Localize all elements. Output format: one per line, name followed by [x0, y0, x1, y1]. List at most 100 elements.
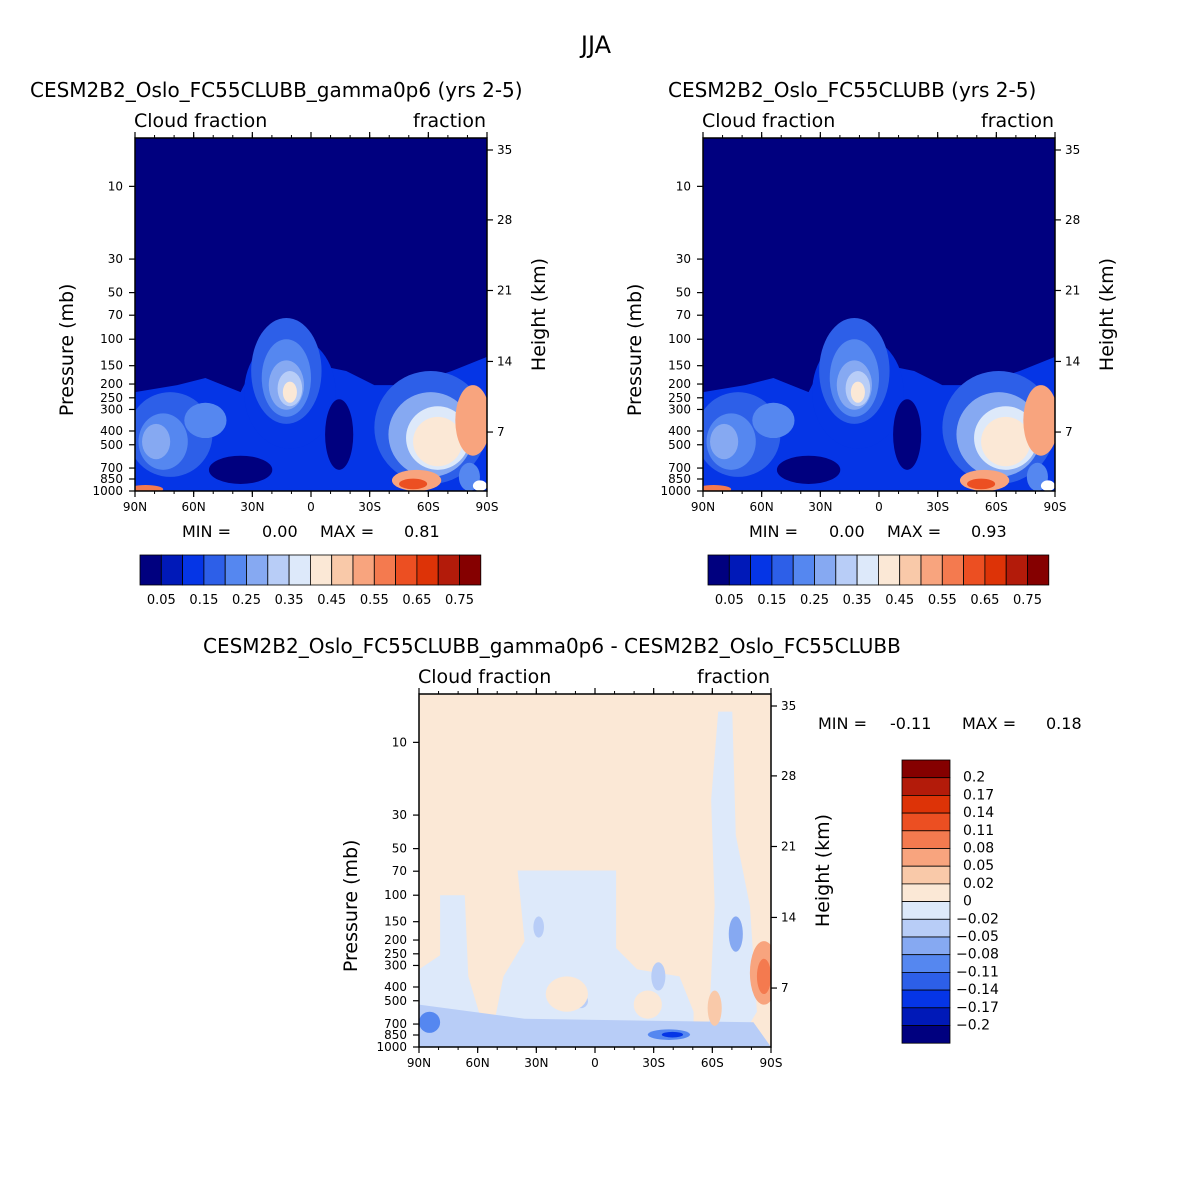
panel2-right-corner: fraction	[981, 110, 1054, 132]
colorbar-swatch	[1005, 554, 1028, 586]
colorbar-swatch	[901, 1025, 951, 1044]
colorbar-swatch	[899, 554, 922, 586]
colorbar-label: −0.02	[956, 911, 999, 927]
panel1-y2tick-label: 7	[497, 425, 505, 439]
colorbar-swatch	[792, 554, 815, 586]
panel3-ytick-label: 1000	[376, 1040, 407, 1054]
colorbar-label: 0.08	[963, 841, 994, 857]
colorbar-swatch	[901, 989, 951, 1009]
colorbar-swatch	[901, 936, 951, 956]
colorbar-swatch	[901, 972, 951, 991]
colorbar-label: 0.05	[715, 593, 744, 608]
panel3-xtick-label: 60N	[466, 1056, 490, 1070]
colorbar-swatch	[901, 812, 951, 832]
colorbar-label: 0.17	[963, 787, 994, 803]
panel1-xtick-label: 90S	[476, 500, 499, 514]
colorbar-swatch	[901, 865, 951, 885]
colorbar-label: 0.55	[360, 593, 389, 608]
panel1-left-corner: Cloud fraction	[134, 110, 268, 132]
panel2-xtick-label: 60N	[750, 500, 774, 514]
panel3-ytick-label: 700	[384, 1017, 407, 1031]
panel3-ytick-label: 10	[392, 735, 407, 749]
panel2-ytick-label: 70	[676, 308, 691, 322]
colorbar-swatch	[395, 554, 418, 586]
colorbar-label: 0.15	[757, 593, 786, 608]
colorbar-label: 0.02	[963, 876, 994, 892]
colorbar-label: −0.08	[956, 947, 999, 963]
panel3-ytick-label: 50	[392, 842, 407, 856]
colorbar-swatch	[901, 795, 951, 814]
panel3-y2tick-label: 35	[781, 699, 796, 713]
panel3-xtick-label: 60S	[701, 1056, 724, 1070]
colorbar-label: 0.11	[963, 823, 994, 839]
colorbar-swatch	[203, 554, 226, 586]
colorbar-label: −0.11	[956, 964, 999, 980]
panel1-title: CESM2B2_Oslo_FC55CLUBB_gamma0p6 (yrs 2-5…	[30, 78, 523, 102]
colorbar-swatch	[878, 554, 901, 586]
colorbar-label: 0.25	[800, 593, 829, 608]
panel1-axes: 90N 60N 30N 0 30S 60S 90S103050701001502002503…	[56, 132, 550, 514]
colorbar-swatch	[901, 830, 951, 849]
colorbar-swatch	[437, 554, 460, 586]
panel3-ytick-label: 200	[384, 933, 407, 947]
colorbar-swatch	[941, 554, 964, 586]
panel2-min-label: MIN =	[749, 522, 798, 541]
panel1-ytick-label: 300	[100, 402, 123, 416]
panel2-ytick-label: 100	[668, 332, 691, 346]
panel3-max-value: 0.18	[1046, 714, 1082, 733]
colorbar-swatch	[352, 554, 375, 586]
colorbar-label: 0.05	[963, 858, 994, 874]
panel1-ytick-label: 850	[100, 472, 123, 486]
panel3-xtick-label: 30S	[642, 1056, 665, 1070]
panel2-xtick-label: 30S	[926, 500, 949, 514]
panel1-ytick-label: 50	[108, 286, 123, 300]
colorbar-swatch	[984, 554, 1007, 586]
panel2-xtick-label: 30N	[808, 500, 832, 514]
panel1-ytick-label: 30	[108, 252, 123, 266]
panel1-ytick-label: 400	[100, 424, 123, 438]
colorbar-swatch	[901, 883, 951, 903]
main-title: JJA	[580, 31, 612, 59]
panel1-ylabel: Pressure (mb)	[56, 284, 78, 417]
panel1-y2tick-label: 35	[497, 143, 512, 157]
panel3-ytick-label: 500	[384, 994, 407, 1008]
colorbar-label: −0.2	[956, 1018, 990, 1034]
panel1-ytick-label: 150	[100, 359, 123, 373]
panel1-xtick-label: 30S	[358, 500, 381, 514]
panel3-xtick-label: 30N	[524, 1056, 548, 1070]
panel3-ytick-label: 30	[392, 808, 407, 822]
colorbar-swatch	[331, 554, 354, 586]
colorbar-swatch	[459, 554, 482, 586]
panel1-min-label: MIN =	[182, 522, 231, 541]
panel2-y2tick-label: 14	[1065, 354, 1080, 368]
colorbar-swatch	[901, 901, 951, 920]
panel2-ytick-label: 500	[668, 438, 691, 452]
colorbar-swatch	[835, 554, 858, 586]
panel2-ytick-label: 700	[668, 461, 691, 475]
panel2-max-label: MAX =	[887, 522, 942, 541]
panel1-ytick-label: 700	[100, 461, 123, 475]
panel1-ytick-label: 200	[100, 377, 123, 391]
panel2-field	[703, 138, 1055, 491]
colorbar-swatch	[814, 554, 837, 586]
panel3-min-value: -0.11	[890, 714, 932, 733]
panel2-xtick-label: 0	[875, 500, 883, 514]
panel2-left-corner: Cloud fraction	[702, 110, 836, 132]
panel1-right-corner: fraction	[413, 110, 486, 132]
colorbar-label: 0.75	[1013, 593, 1042, 608]
panel1-y2tick-label: 14	[497, 354, 512, 368]
panel1-xtick-label: 30N	[240, 500, 264, 514]
panel2-max-value: 0.93	[971, 522, 1007, 541]
panel1-max-value: 0.81	[404, 522, 440, 541]
panel3-xtick-label: 90S	[760, 1056, 783, 1070]
colorbar-label: 0.45	[317, 593, 346, 608]
colorbar-swatch	[901, 918, 951, 938]
panel1-xtick-label: 0	[307, 500, 315, 514]
colorbar-label: 0.45	[885, 593, 914, 608]
colorbar-label: 0.35	[275, 593, 304, 608]
panel2-ytick-label: 10	[676, 179, 691, 193]
panel3-field	[419, 694, 771, 1047]
colorbar-swatch	[416, 554, 439, 586]
panel1-y2label: Height (km)	[528, 258, 550, 371]
